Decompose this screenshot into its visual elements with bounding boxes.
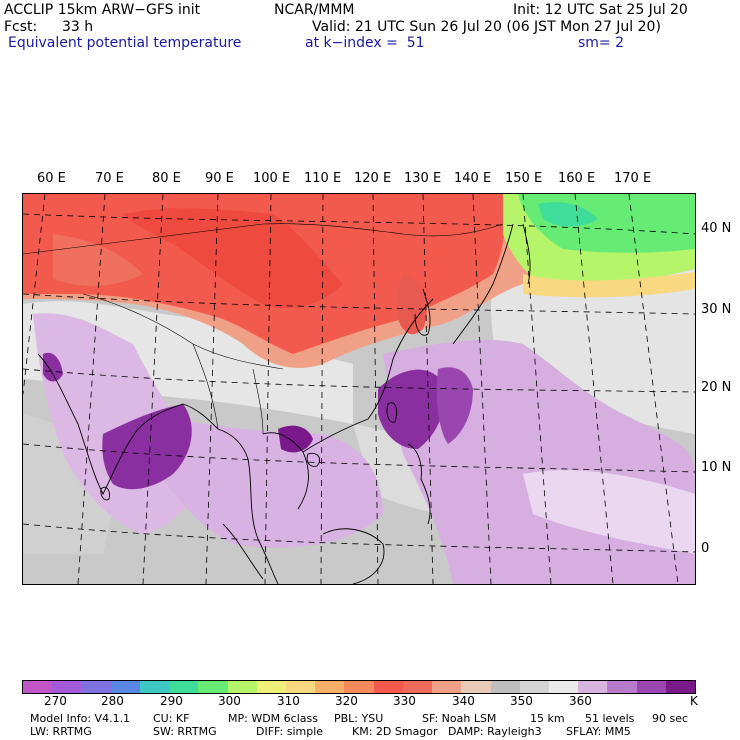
lon-label: 100 E (253, 171, 291, 186)
colorbar-unit: K (690, 694, 698, 708)
diff-scheme: DIFF: simple (256, 725, 324, 738)
forecast-hour: 33 h (62, 19, 94, 35)
colorbar-label: 340 (452, 694, 475, 708)
colorbar-swatch-3 (110, 681, 140, 693)
mp-scheme: MP: WDM 6class (228, 712, 318, 725)
lat-label: 0 (701, 541, 710, 556)
map-panel (22, 193, 696, 585)
colorbar-label: 280 (101, 694, 124, 708)
time-step: 90 sec (652, 712, 689, 725)
colorbar-swatch-21 (636, 681, 666, 693)
colorbar-label: 350 (510, 694, 533, 708)
coastlines (37, 223, 531, 584)
colorbar-swatch-20 (607, 681, 637, 693)
colorbar-swatch-15 (461, 681, 491, 693)
level-count: 51 levels (585, 712, 635, 725)
lon-label: 60 E (37, 171, 66, 186)
lon-label: 110 E (304, 171, 342, 186)
colorbar-label: 320 (335, 694, 358, 708)
damp-scheme: DAMP: Rayleigh3 (448, 725, 542, 738)
cu-scheme: CU: KF (153, 712, 190, 725)
colorbar-label: 270 (44, 694, 67, 708)
colorbar (22, 680, 696, 694)
theta-e-field-cool (503, 194, 695, 298)
valid-time: Valid: 21 UTC Sun 26 Jul 20 (06 JST Mon … (312, 19, 661, 35)
lw-scheme: LW: RRTMG (30, 725, 92, 738)
colorbar-swatch-9 (285, 681, 316, 693)
colorbar-swatch-11 (344, 681, 374, 693)
colorbar-swatch-10 (315, 681, 345, 693)
colorbar-swatch-17 (519, 681, 549, 693)
km-scheme: KM: 2D Smagor (352, 725, 438, 738)
colorbar-swatch-19 (578, 681, 608, 693)
country-borders (23, 223, 504, 435)
lon-label: 150 E (505, 171, 543, 186)
smoothing-label: sm= 2 (578, 35, 625, 51)
model-info: Model Info: V4.1.1 (30, 712, 131, 725)
colorbar-swatch-4 (139, 681, 170, 693)
sflay-scheme: SFLAY: MM5 (566, 725, 631, 738)
lon-label: 90 E (205, 171, 234, 186)
grid-spacing: 15 km (530, 712, 565, 725)
level-label: at k−index = 51 (305, 35, 425, 51)
forecast-label: Fcst: (4, 19, 38, 35)
lat-label: 30 N (701, 302, 732, 317)
colorbar-swatch-14 (432, 681, 462, 693)
colorbar-swatch-18 (548, 681, 579, 693)
lat-label: 20 N (701, 380, 732, 395)
colorbar-swatch-13 (402, 681, 433, 693)
lon-label: 120 E (354, 171, 392, 186)
colorbar-swatch-1 (52, 681, 82, 693)
colorbar-swatch-0 (23, 681, 53, 693)
lon-label: 70 E (95, 171, 124, 186)
lon-label: 140 E (454, 171, 492, 186)
init-time: Init: 12 UTC Sat 25 Jul 20 (513, 2, 688, 18)
lat-label: 40 N (701, 221, 732, 236)
model-title: ACCLIP 15km ARW−GFS init (4, 2, 201, 18)
colorbar-swatch-6 (198, 681, 228, 693)
colorbar-swatch-2 (81, 681, 111, 693)
colorbar-swatch-16 (490, 681, 520, 693)
sw-scheme: SW: RRTMG (153, 725, 217, 738)
lon-label: 160 E (558, 171, 596, 186)
colorbar-swatch-8 (256, 681, 286, 693)
lon-label: 130 E (404, 171, 442, 186)
colorbar-swatch-7 (227, 681, 257, 693)
lat-label: 10 N (701, 460, 732, 475)
sf-scheme: SF: Noah LSM (422, 712, 497, 725)
lon-label: 80 E (152, 171, 181, 186)
colorbar-swatch-12 (373, 681, 403, 693)
colorbar-label: 300 (218, 694, 241, 708)
map-canvas (23, 194, 695, 584)
colorbar-swatch-5 (169, 681, 199, 693)
colorbar-swatch-22 (665, 681, 696, 693)
theta-e-field-purple (43, 352, 473, 490)
colorbar-label: 310 (277, 694, 300, 708)
pbl-scheme: PBL: YSU (334, 712, 384, 725)
graticule (23, 194, 695, 584)
colorbar-label: 290 (160, 694, 183, 708)
lon-label: 170 E (614, 171, 652, 186)
org-label: NCAR/MMM (274, 2, 355, 18)
colorbar-label: 330 (393, 694, 416, 708)
field-name: Equivalent potential temperature (8, 35, 242, 51)
colorbar-label: 360 (569, 694, 592, 708)
